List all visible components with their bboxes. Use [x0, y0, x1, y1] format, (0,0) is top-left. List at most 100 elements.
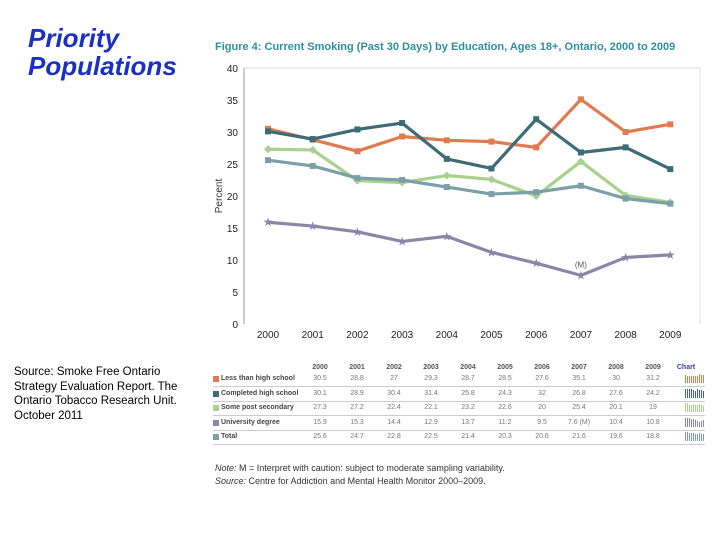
- data-point: ★: [665, 248, 676, 262]
- series-line-1: [267, 117, 672, 171]
- y-tick-label: 30: [227, 128, 239, 139]
- note-label: Note:: [215, 463, 237, 473]
- sparkline-bar: [691, 419, 692, 427]
- sparkline-icon: [685, 374, 705, 383]
- data-point: [488, 191, 495, 198]
- sparkline-bar: [689, 432, 690, 441]
- sparkline-icon: [685, 388, 705, 398]
- note-text: M = Interpret with caution: subject to m…: [236, 463, 505, 473]
- sparkline-bar: [703, 434, 704, 441]
- table-cell: 27.6: [535, 375, 549, 382]
- sparkline-bar: [685, 389, 686, 398]
- data-point: [399, 133, 406, 140]
- data-point: [443, 184, 450, 191]
- table-header-year: 2009: [645, 364, 661, 371]
- table-header-year: 2000: [312, 364, 328, 371]
- y-tick-label: 0: [232, 320, 238, 331]
- sparkline-bar: [695, 375, 696, 383]
- y-tick-label: 5: [232, 288, 238, 299]
- series-label: Completed high school: [221, 389, 299, 397]
- sparkline-bar: [687, 432, 688, 441]
- table-header-year: 2007: [571, 364, 587, 371]
- table-cell: 25.4: [572, 404, 586, 411]
- sparkline-bar: [695, 390, 696, 398]
- series-label: University degree: [221, 418, 280, 426]
- table-header-year: 2006: [534, 364, 550, 371]
- data-point: [309, 162, 316, 169]
- sparkline-bar: [699, 403, 700, 412]
- sparkline-bar: [701, 434, 702, 441]
- table-cell: 27.3: [313, 404, 327, 411]
- table-cell: 22.4: [387, 404, 401, 411]
- table-header-year: 2002: [386, 364, 402, 371]
- data-point: ★: [397, 234, 408, 248]
- series-label: Less than high school: [221, 375, 295, 382]
- data-point: [577, 182, 584, 189]
- table-cell: 19: [649, 404, 657, 411]
- sparkline-bar: [695, 404, 696, 412]
- table-cell: 14.4: [387, 418, 401, 426]
- x-tick-label: 2004: [436, 330, 459, 341]
- y-tick-label: 15: [227, 224, 239, 235]
- table-header-chart: Chart: [676, 364, 696, 371]
- data-point: [354, 126, 361, 133]
- sparkline-bar: [699, 389, 700, 398]
- table-cell: 26.8: [572, 389, 586, 397]
- y-tick-label: 20: [227, 192, 239, 203]
- data-point: [488, 138, 495, 145]
- table-cell: 28.7: [461, 375, 475, 382]
- table-cell: 10.8: [646, 418, 660, 426]
- table-cell: 28.8: [350, 375, 364, 382]
- table-cell: 28.9: [350, 389, 364, 397]
- table-cell: 21.4: [461, 433, 475, 440]
- sparkline-bar: [691, 375, 692, 383]
- data-point: [264, 145, 272, 154]
- table-cell: 20.3: [498, 433, 512, 440]
- title-line-2: Populations: [28, 51, 177, 81]
- table-cell: 10.4: [609, 418, 623, 426]
- data-point: [443, 137, 450, 144]
- data-point: ★: [307, 219, 318, 233]
- x-tick-label: 2007: [570, 330, 593, 341]
- table-cell: 24.2: [646, 389, 660, 397]
- data-point: [354, 148, 361, 155]
- data-point: [308, 145, 317, 154]
- table-cell: 29.3: [424, 375, 438, 382]
- sparkline-bar: [687, 403, 688, 412]
- table-cell: 30: [612, 375, 620, 382]
- data-point: [576, 157, 585, 166]
- table-cell: 32: [538, 389, 546, 397]
- title-line-1: Priority: [28, 23, 120, 53]
- table-cell: 27.6: [609, 389, 623, 397]
- sparkline-bar: [699, 374, 700, 383]
- table-header-year: 2001: [349, 364, 365, 371]
- sparkline-bar: [687, 417, 688, 427]
- table-cell: 13.7: [461, 418, 475, 426]
- table-cell: 24.3: [498, 389, 512, 397]
- sparkline-bar: [691, 388, 692, 398]
- x-tick-label: 2008: [614, 330, 637, 341]
- table-cell: 18.8: [646, 433, 660, 440]
- table-cell: 28.5: [498, 375, 512, 382]
- annotation-m: (M): [575, 260, 587, 269]
- sparkline-bar: [697, 405, 698, 412]
- data-point: [533, 144, 540, 151]
- sparkline-icon: [685, 432, 705, 441]
- sparkline-bar: [691, 433, 692, 441]
- sparkline-bar: [697, 375, 698, 383]
- sparkline-bar: [701, 420, 702, 427]
- x-tick-label: 2001: [302, 330, 325, 341]
- sparkline-bar: [685, 417, 686, 427]
- sparkline-icon: [685, 403, 705, 412]
- table-cell: 11.2: [498, 418, 512, 426]
- table-header-year: 2008: [608, 364, 624, 371]
- table-cell: 9.5: [537, 418, 547, 426]
- data-point: [309, 136, 316, 143]
- data-point: [533, 189, 540, 196]
- sparkline-bar: [695, 420, 696, 427]
- data-point: [487, 175, 496, 184]
- source-text: Source: Smoke Free Ontario Strategy Eval…: [14, 366, 178, 422]
- table-cell: 25.8: [461, 389, 475, 397]
- table-cell: 27.2: [350, 404, 364, 411]
- data-point: [399, 177, 406, 183]
